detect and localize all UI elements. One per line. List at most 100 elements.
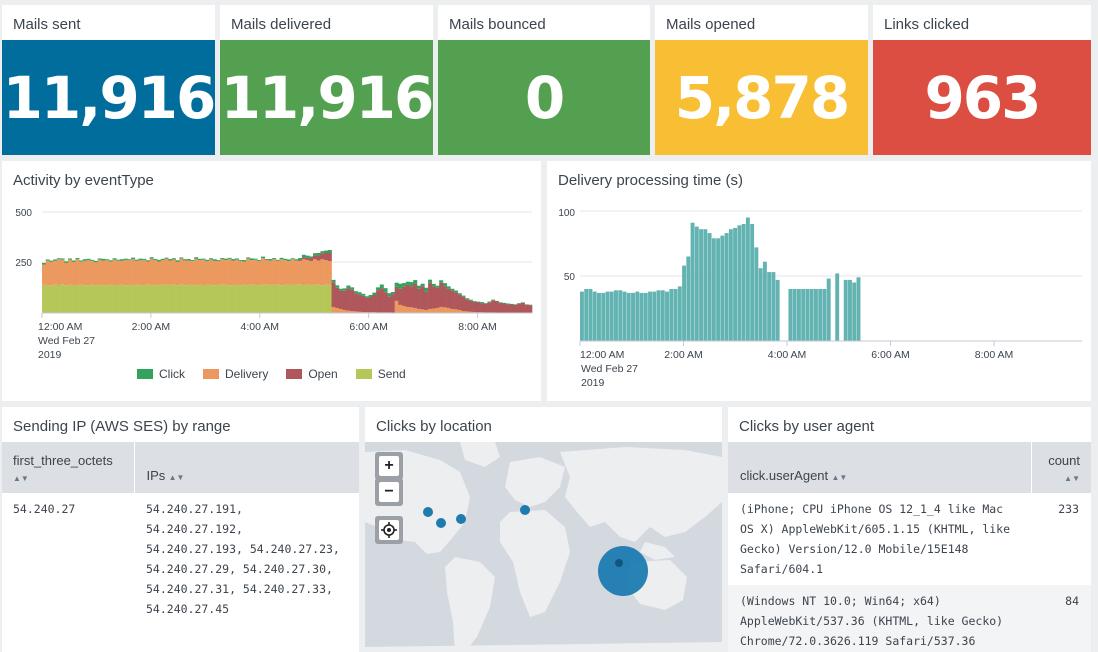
bar-segment-delivery [357,311,362,313]
delivery-bar [707,233,712,341]
bar-segment-click [160,258,165,261]
sort-icon[interactable]: ▲▼ [1064,474,1080,483]
bar-segment-click [290,258,295,260]
bar-segment-send [168,284,173,313]
delivery-bar [767,272,772,341]
bar-segment-open [312,255,317,260]
legend-item-send[interactable]: Send [355,367,406,381]
sv-box[interactable]: 963 [873,40,1091,155]
bar-segment-click [149,257,154,259]
sort-icon[interactable]: ▲▼ [168,473,185,482]
bar-segment-open [520,302,525,313]
bar-segment-send [116,284,121,313]
delivery-time-chart[interactable]: 100 50 12:00 AM 2:00 AM 4:00 AM 6:00 AM 8:00… [547,201,1091,401]
legend-item-click[interactable]: Click [137,367,185,381]
bar-segment-open [379,288,384,313]
bar-segment-click [305,255,310,258]
bar-segment-open [338,290,343,309]
bar-segment-click [223,258,228,261]
delivery-bar [801,289,806,341]
bar-segment-open [305,257,310,261]
bar-segment-click [175,260,180,262]
bar-segment-click [272,258,277,260]
bar-segment-send [272,284,277,313]
bar-segment-click [86,258,91,261]
sort-icon[interactable]: ▲▼ [13,474,29,483]
bar-segment-click [45,259,50,261]
bar-segment-click [476,301,481,303]
bar-segment-click [398,283,403,289]
bar-segment-click [431,283,436,287]
bar-segment-click [231,259,236,261]
bar-segment-delivery [294,260,299,285]
bar-segment-delivery [153,260,158,286]
sv-box[interactable]: 11,916 [220,40,433,155]
column-header-useragent[interactable]: click.userAgent ▲▼ [728,442,1032,493]
cell-useragent: (Windows NT 10.0; Win64; x64) AppleWebKi… [728,585,1031,652]
bar-segment-open [335,287,340,308]
bar-segment-send [71,285,76,313]
bar-segment-click [249,258,254,261]
bar-segment-delivery [246,258,251,285]
bar-segment-click [186,259,191,261]
bar-segment-delivery [131,259,136,286]
bar-segment-delivery [350,310,355,313]
panel-title: Sending IP (AWS SES) by range [13,418,231,435]
world-map[interactable] [365,442,722,652]
legend-item-delivery[interactable]: Delivery [203,367,268,381]
bar-segment-open [442,286,447,308]
bar-segment-send [294,284,299,313]
delivery-bar [741,224,746,341]
bar-segment-delivery [112,259,117,286]
table-row[interactable]: 54.240.27 54.240.27.191, 54.240.27.192, … [2,493,359,625]
bar-segment-send [90,284,95,313]
bar-segment-click [49,260,54,262]
bar-segment-open [480,303,485,313]
bar-segment-click [312,253,317,256]
bar-segment-send [131,285,136,313]
recenter-button[interactable] [375,516,403,544]
bar-segment-delivery [227,258,232,286]
sv-box[interactable]: 5,878 [655,40,868,155]
legend-label: Send [377,367,406,381]
table-row[interactable]: (iPhone; CPU iPhone OS 12_1_4 like Mac O… [728,493,1091,585]
bar-segment-delivery [82,260,87,286]
clicks-location-panel: Clicks by location + − [365,407,722,652]
sort-icon[interactable]: ▲▼ [831,473,848,482]
delivery-bar [618,290,623,341]
bar-segment-open [316,255,321,261]
continent-greenland [460,442,500,467]
y-tick-label: 500 [15,208,32,219]
panel-title: Delivery processing time (s) [558,172,744,189]
bar-segment-click [153,259,158,261]
bar-segment-click [513,304,518,305]
bar-segment-click [105,259,110,261]
bar-segment-delivery [183,260,188,286]
bar-segment-click [402,283,407,287]
column-header-count[interactable]: count ▲▼ [1031,442,1091,493]
sv-box[interactable]: 0 [438,40,650,155]
delivery-bar [601,292,606,341]
bar-segment-delivery [309,261,314,285]
bar-segment-open [420,286,425,310]
bar-segment-send [290,284,295,313]
bar-segment-click [82,259,87,261]
bar-segment-click [454,290,459,293]
bar-segment-open [472,301,477,312]
table-row[interactable]: (Windows NT 10.0; Win64; x64) AppleWebKi… [728,585,1091,652]
bar-segment-click [491,299,496,301]
column-header-ips[interactable]: IPs ▲▼ [134,442,359,493]
bar-segment-click [457,293,462,295]
delivery-bar [843,279,848,341]
cell-octets: 54.240.27 [13,502,76,516]
bar-segment-click [335,285,340,288]
zoom-out-button[interactable]: − [375,478,403,506]
sv-box[interactable]: 11,916 [2,40,215,155]
zoom-in-button[interactable]: + [375,452,403,480]
x-tick-label: 4:00 AM [768,349,807,361]
bar-segment-delivery [320,259,325,286]
activity-chart[interactable]: 500 250 12:00 AM 2:00 AM 4:00 AM 6:00 AM 8:0… [2,201,541,401]
legend-item-open[interactable]: Open [286,367,338,381]
column-header-octets[interactable]: first_three_octets ▲▼ [2,442,135,493]
bar-segment-delivery [283,260,288,285]
